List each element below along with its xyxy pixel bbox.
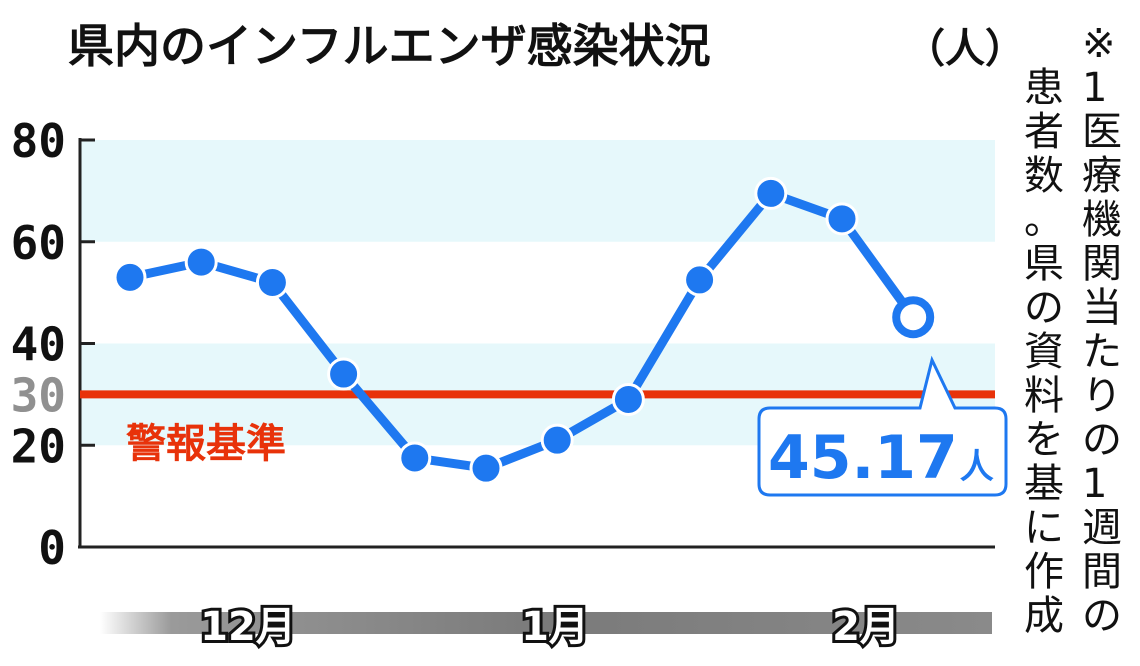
y-tick-80: 80 [11, 114, 66, 168]
y-tick-30: 30 [11, 368, 66, 422]
time-bar [100, 612, 992, 634]
value-callout: 45.17人 [757, 355, 1008, 497]
data-point-4 [398, 441, 432, 475]
y-tick-40: 40 [11, 318, 66, 372]
callout-box [757, 355, 1008, 497]
x-tick-labels: 12月 1月 2月 [197, 601, 903, 653]
gridlines [80, 138, 95, 447]
data-point-8 [683, 263, 717, 297]
background-bands [80, 140, 995, 446]
band-1 [80, 140, 995, 242]
callout-value: 45.17人 [768, 423, 994, 493]
data-point-7 [611, 382, 645, 416]
y-tick-60: 60 [11, 216, 66, 270]
data-point-6 [540, 423, 574, 457]
data-point-3 [327, 357, 361, 391]
data-point-1 [184, 245, 218, 279]
x-label-0: 12月 [200, 604, 296, 650]
chart-unit: （人） [905, 26, 1025, 72]
data-point-10 [825, 202, 859, 236]
data-point-0 [113, 260, 147, 294]
data-point-11 [892, 296, 935, 339]
x-label-1: 1月 [521, 604, 589, 650]
y-tick-20: 20 [11, 419, 66, 473]
data-point-2 [255, 265, 289, 299]
source-note-line1: ※ 1 医 療 機 関 当 た り の 1 週 間 の [1082, 21, 1122, 639]
x-label-2: 2月 [832, 604, 900, 650]
data-point-9 [754, 176, 788, 210]
series-line-group [113, 176, 935, 485]
data-point-5 [469, 451, 503, 485]
threshold-label: 警報基準 [126, 421, 286, 467]
chart-title: 県内のインフルエンザ感染状況 [68, 19, 711, 73]
y-tick-0: 0 [38, 521, 66, 575]
source-note-line2: 患 者 数 。 県 の 資 料 を 基 に 作 成 [1024, 65, 1064, 639]
